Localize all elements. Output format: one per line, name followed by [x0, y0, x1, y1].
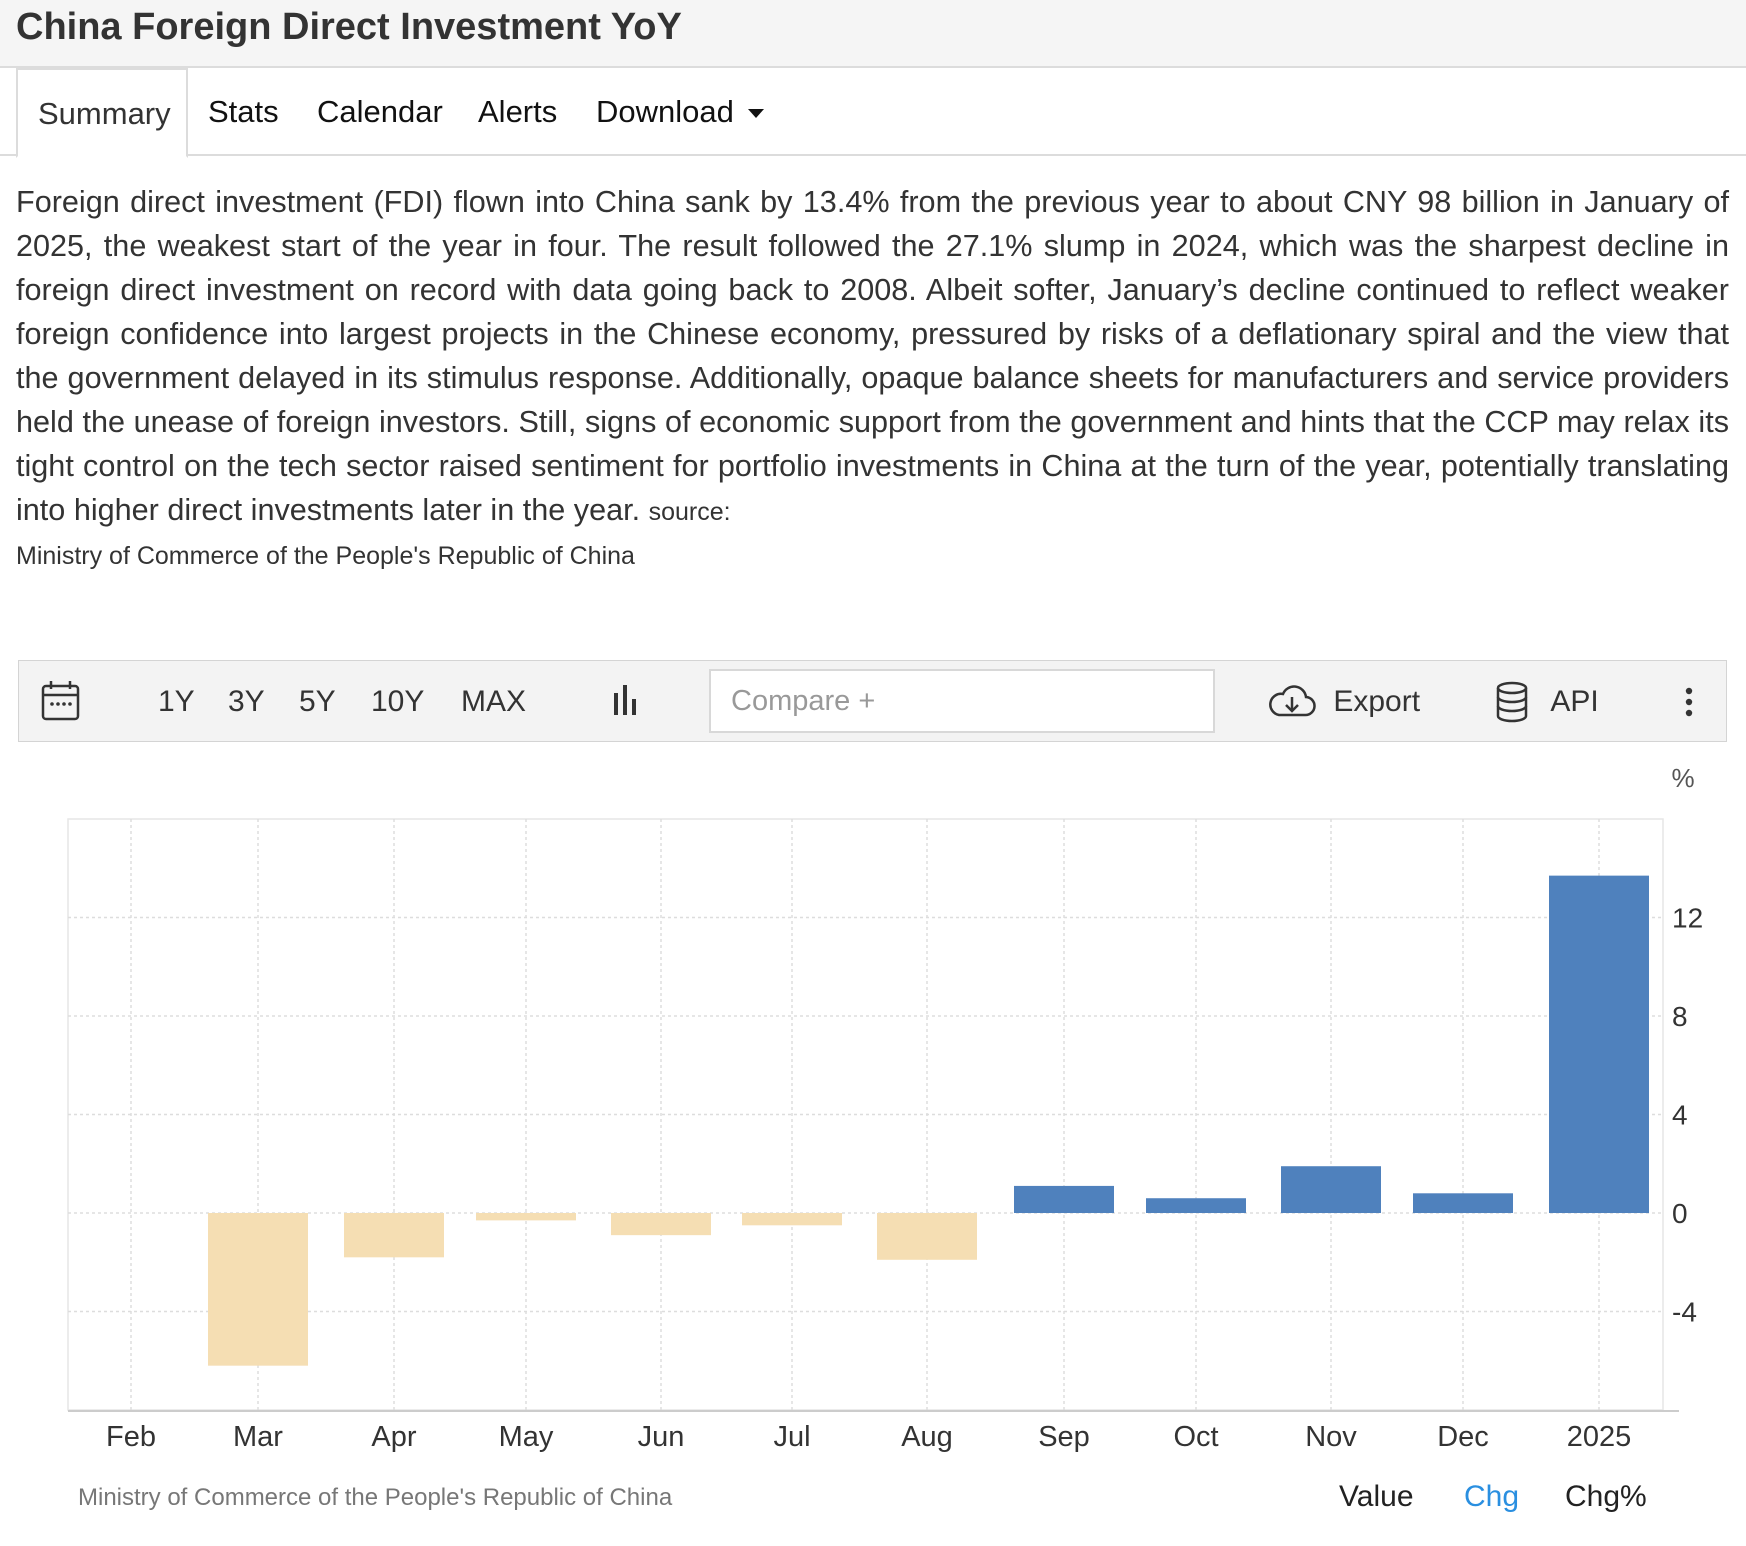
y-tick-label: 4 — [1672, 1100, 1688, 1131]
calendar-icon[interactable] — [41, 661, 81, 743]
tab-download[interactable]: Download — [596, 68, 764, 156]
x-tick-label: Apr — [371, 1421, 416, 1453]
range-max[interactable]: MAX — [461, 685, 527, 718]
tab-stats[interactable]: Stats — [208, 94, 279, 129]
y-tick-label: 8 — [1672, 1001, 1688, 1032]
page-header: China Foreign Direct Investment YoY — [0, 0, 1746, 68]
compare-input[interactable]: Compare + — [709, 669, 1215, 733]
x-tick-label: Oct — [1173, 1421, 1218, 1453]
unit-label: % — [1671, 763, 1694, 793]
export-button[interactable]: Export — [1267, 661, 1420, 743]
more-options-icon[interactable] — [1683, 661, 1695, 743]
x-tick-label: Sep — [1038, 1421, 1090, 1453]
x-tick-label: Jun — [638, 1421, 685, 1453]
cloud-download-icon — [1269, 685, 1316, 717]
bar-oct[interactable] — [1146, 1198, 1246, 1213]
bar-aug[interactable] — [877, 1213, 977, 1260]
bar-nov[interactable] — [1281, 1166, 1381, 1213]
summary-source: Ministry of Commerce of the People's Rep… — [16, 542, 635, 570]
bar-sep[interactable] — [1014, 1185, 1114, 1213]
x-tick-label: 2025 — [1567, 1421, 1632, 1453]
bar-2025[interactable] — [1549, 875, 1649, 1213]
caret-down-icon — [747, 109, 764, 119]
chart-source: Ministry of Commerce of the People's Rep… — [78, 1484, 673, 1511]
tab-alerts[interactable]: Alerts — [478, 94, 558, 129]
bar-mar[interactable] — [208, 1213, 308, 1366]
bar-may[interactable] — [476, 1213, 576, 1221]
x-tick-label: Aug — [901, 1421, 953, 1453]
summary-text: Foreign direct investment (FDI) flown in… — [16, 185, 1729, 527]
y-tick-label: 0 — [1672, 1198, 1688, 1229]
range-10y[interactable]: 10Y — [371, 685, 425, 718]
tab-download-label: Download — [596, 94, 734, 129]
bar-dec[interactable] — [1413, 1193, 1513, 1213]
api-button[interactable]: API — [1494, 661, 1599, 743]
bar-jun[interactable] — [611, 1213, 711, 1236]
option-chg-pct[interactable]: Chg% — [1565, 1480, 1647, 1513]
chart-toolbar: 1Y 3Y 5Y 10Y MAX Compare + Export API — [18, 660, 1727, 742]
x-tick-label: Jul — [773, 1421, 810, 1453]
range-1y[interactable]: 1Y — [158, 685, 195, 718]
tab-summary[interactable]: Summary — [16, 68, 188, 158]
option-value[interactable]: Value — [1339, 1480, 1414, 1513]
source-label: source: — [648, 498, 731, 526]
database-icon — [1496, 681, 1528, 723]
bar-chart: % 12 8 4 0 -4 Feb Mar Apr May Jun Jul Aug Sep Oct Nov D… — [67, 763, 1703, 1453]
range-5y[interactable]: 5Y — [299, 685, 336, 718]
y-tick-label: -4 — [1672, 1297, 1697, 1328]
x-tick-label: Feb — [106, 1421, 156, 1453]
page-title: China Foreign Direct Investment YoY — [16, 6, 682, 48]
bar-jul[interactable] — [742, 1213, 842, 1226]
summary-paragraph: Foreign direct investment (FDI) flown in… — [16, 180, 1729, 576]
api-label: API — [1550, 685, 1599, 718]
x-tick-label: Dec — [1437, 1421, 1489, 1453]
range-3y[interactable]: 3Y — [228, 685, 265, 718]
bar-apr[interactable] — [344, 1213, 444, 1258]
y-tick-label: 12 — [1672, 903, 1703, 934]
chart-area: % 12 8 4 0 -4 Feb Mar Apr May Jun Jul Aug Sep Oct Nov D… — [18, 742, 1727, 1546]
option-chg[interactable]: Chg — [1464, 1480, 1520, 1513]
export-label: Export — [1333, 685, 1421, 718]
tab-bar: Summary Stats Calendar Alerts Download — [0, 68, 1746, 158]
x-tick-label: Mar — [233, 1421, 283, 1453]
x-tick-label: May — [499, 1421, 554, 1453]
x-tick-label: Nov — [1305, 1421, 1357, 1453]
tab-calendar[interactable]: Calendar — [317, 94, 443, 129]
chart-type-icon[interactable] — [609, 661, 645, 743]
